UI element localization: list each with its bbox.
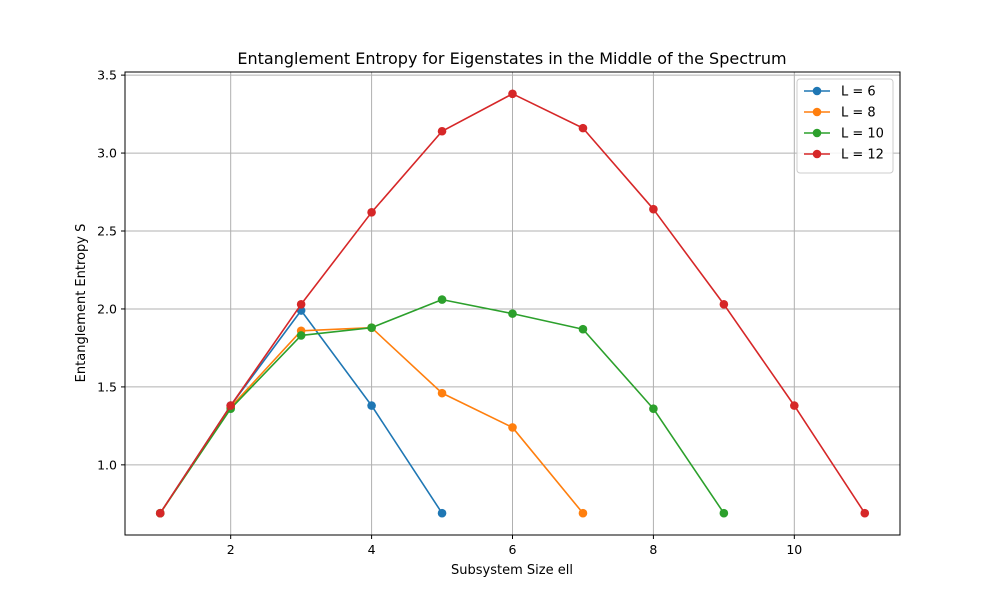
x-tick-label: 8 — [649, 542, 657, 557]
data-point — [437, 508, 447, 518]
chart-title: Entanglement Entropy for Eigenstates in … — [237, 49, 786, 68]
data-point — [437, 388, 447, 398]
data-point — [155, 508, 165, 518]
data-point — [719, 508, 729, 518]
y-tick-label: 1.0 — [97, 457, 117, 472]
data-point — [296, 331, 306, 340]
legend: L = 6 L = 8 L = 10 L = 12 — [796, 78, 894, 174]
y-tick-label: 3.0 — [97, 146, 117, 161]
data-point — [649, 404, 658, 414]
x-axis-label: Subsystem Size ell — [451, 563, 573, 578]
data-point — [578, 123, 588, 133]
data-point — [719, 299, 729, 309]
y-tick-label: 3.5 — [97, 68, 117, 83]
data-point — [367, 401, 376, 410]
data-point — [508, 309, 517, 318]
x-tick-label: 10 — [786, 542, 802, 557]
legend-label: L = 12 — [841, 148, 884, 163]
data-point — [367, 323, 376, 332]
series-layer — [155, 89, 870, 518]
data-point — [508, 89, 517, 99]
data-point — [296, 299, 306, 309]
data-point — [226, 401, 235, 410]
y-tick-label: 2.5 — [97, 224, 117, 239]
grid — [125, 72, 900, 535]
data-point — [649, 204, 658, 214]
legend-swatch-marker — [812, 86, 822, 96]
y-axis-label: Entanglement Entropy S — [74, 224, 89, 383]
legend-box — [796, 78, 894, 174]
legend-label: L = 10 — [841, 127, 884, 142]
y-tick-label: 2.0 — [97, 301, 117, 316]
legend-swatch-marker — [812, 107, 822, 117]
x-tick-label: 6 — [509, 542, 517, 557]
series-4 — [155, 89, 870, 518]
data-point — [790, 401, 799, 410]
data-point — [437, 126, 447, 136]
data-point — [437, 295, 447, 304]
legend-label: L = 8 — [841, 106, 876, 121]
data-point — [367, 208, 376, 217]
y-tick-label: 1.5 — [97, 379, 117, 394]
data-point — [860, 508, 870, 518]
legend-label: L = 6 — [841, 85, 876, 100]
data-point — [578, 508, 588, 518]
ticks: 2 4 6 8 10 1.0 1.5 2.0 2.5 3.0 3.5 — [97, 68, 802, 557]
legend-swatch-marker — [812, 149, 822, 159]
data-point — [508, 423, 517, 432]
x-tick-label: 2 — [227, 542, 235, 557]
x-tick-label: 4 — [368, 542, 376, 557]
data-point — [578, 324, 588, 334]
legend-swatch-marker — [812, 128, 822, 138]
